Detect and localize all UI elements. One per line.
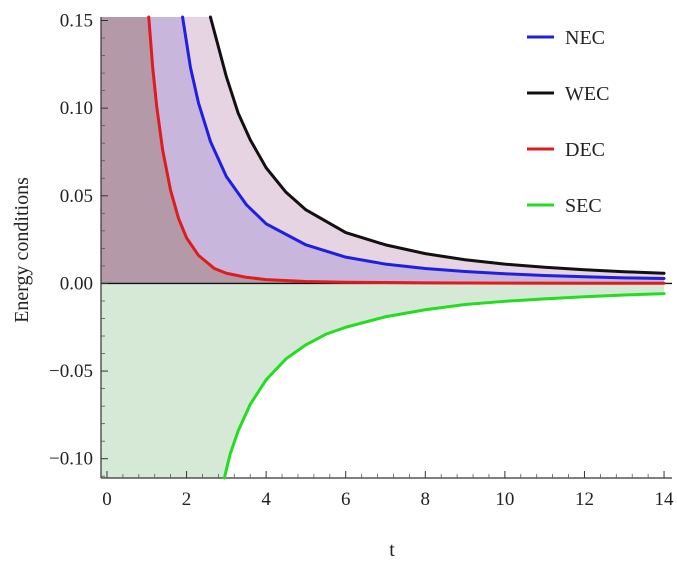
x-tick-label: 0 xyxy=(102,489,112,510)
line-sec xyxy=(222,292,666,480)
y-tick-label: 0.05 xyxy=(60,186,93,207)
y-tick-label: 0.15 xyxy=(60,11,93,32)
x-tick-label: 4 xyxy=(261,489,271,510)
legend-label-wec: WEC xyxy=(565,83,609,105)
fill-sec xyxy=(101,283,665,478)
y-tick-label: 0.10 xyxy=(60,98,93,119)
fill-dec xyxy=(101,17,665,284)
y-tick-label: 0.00 xyxy=(60,273,93,294)
x-tick-label: 12 xyxy=(575,489,594,510)
line-wec xyxy=(208,15,666,275)
x-axis-title: t xyxy=(389,539,395,560)
fill-nec xyxy=(101,17,665,284)
x-tick-label: 6 xyxy=(341,489,351,510)
x-tick-label: 10 xyxy=(495,489,514,510)
x-tick-label: 8 xyxy=(421,489,431,510)
legend: NEC WEC DEC SEC xyxy=(527,27,609,217)
legend-label-nec: NEC xyxy=(565,27,605,49)
fill-layer xyxy=(101,17,665,478)
line-nec xyxy=(181,15,666,281)
series-lines xyxy=(147,15,666,480)
y-axis-title: Energy conditions xyxy=(11,177,33,323)
y-tick-label: −0.10 xyxy=(49,449,93,470)
legend-label-dec: DEC xyxy=(565,139,605,161)
x-tick-label: 14 xyxy=(655,489,675,510)
x-tick-label: 2 xyxy=(182,489,192,510)
y-tick-label: −0.05 xyxy=(49,361,93,382)
legend-label-sec: SEC xyxy=(565,195,602,217)
line-dec xyxy=(147,15,666,285)
axis-ticks: 0 2 4 6 8 10 12 14 −0.10 −0.05 0.00 0.05 0.10 0.15 xyxy=(49,11,674,510)
